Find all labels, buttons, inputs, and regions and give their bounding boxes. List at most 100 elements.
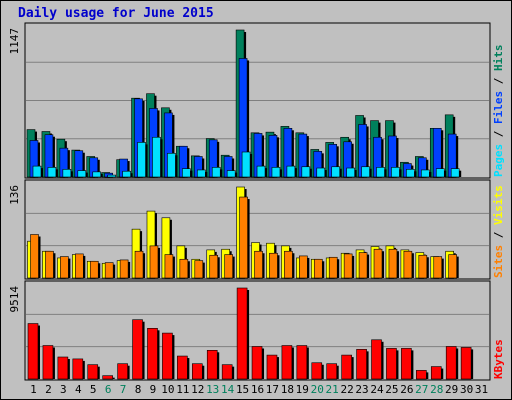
sites-bar (284, 250, 293, 279)
sites-bar (209, 254, 219, 279)
sites-bar (343, 253, 353, 279)
sites-bar (149, 245, 159, 279)
pages-bar (241, 151, 251, 178)
sites-bar (89, 260, 99, 279)
x-tick-label: 6 (105, 383, 112, 396)
x-tick-label: 5 (90, 383, 97, 396)
x-tick-label: 1 (30, 383, 37, 396)
x-tick-label: 8 (135, 383, 142, 396)
legend-entry: / (492, 124, 505, 144)
pages-bar (92, 171, 102, 178)
pages-bar (391, 167, 400, 178)
kbytes-bar (445, 346, 457, 380)
pages-bar (137, 142, 146, 178)
kbytes-bar (356, 349, 367, 380)
pages-bar (316, 167, 326, 178)
kbytes-bar (326, 363, 338, 380)
pages-bar (211, 167, 221, 178)
kbytes-bar (177, 355, 188, 380)
x-tick-label: 24 (370, 383, 384, 396)
pages-bar (167, 152, 176, 178)
pages-bar (107, 174, 116, 178)
x-tick-label: 15 (236, 383, 249, 396)
sites-bar (119, 259, 129, 279)
x-tick-label: 4 (75, 383, 82, 396)
sites-bar (45, 250, 54, 279)
pages-bar (226, 170, 236, 178)
kbytes-bar (102, 375, 113, 380)
kbytes-bar (117, 363, 128, 380)
y-max-label: 136 (8, 185, 21, 205)
x-tick-label: 26 (400, 383, 413, 396)
kbytes-bar (371, 339, 382, 380)
x-tick-label: 31 (475, 383, 488, 396)
sites-bar (328, 256, 338, 279)
sites-bar (358, 252, 368, 279)
x-tick-label: 12 (191, 383, 204, 396)
sites-bar (224, 254, 233, 279)
sites-bar (269, 252, 278, 279)
legend-entry: KBytes (492, 339, 505, 379)
pages-bar (286, 165, 296, 178)
y-max-label: 1147 (8, 28, 21, 55)
kbytes-bar (57, 356, 69, 380)
pages-bar (152, 136, 161, 178)
sites-bar (313, 258, 323, 279)
legend: Pages / Files / Hits (492, 45, 505, 178)
x-tick-label: 21 (326, 383, 339, 396)
pages-bar (182, 168, 191, 178)
kbytes-bar (206, 350, 218, 380)
x-tick-label: 28 (430, 383, 443, 396)
y-max-label: 9514 (8, 286, 21, 313)
x-tick-label: 2 (45, 383, 52, 396)
pages-bar (122, 170, 131, 178)
x-tick-label: 30 (460, 383, 473, 396)
kbytes-bar (251, 346, 263, 380)
legend-entry: Hits (492, 45, 505, 72)
x-tick-label: 23 (355, 383, 368, 396)
kbytes-bar (132, 319, 143, 380)
sites-bar (433, 256, 443, 279)
pages-bar (346, 167, 355, 178)
x-tick-label: 16 (251, 383, 264, 396)
sites-bar (388, 248, 398, 279)
x-tick-label: 29 (445, 383, 458, 396)
sites-bar (75, 253, 84, 279)
kbytes-bar (266, 354, 278, 380)
kbytes-bar (221, 364, 233, 380)
pages-bar (435, 168, 445, 178)
x-tick-label: 9 (150, 383, 157, 396)
pages-bar (196, 169, 206, 178)
pages-bar (301, 166, 311, 178)
kbytes-bar (311, 362, 323, 380)
legend-entry: Visits (492, 185, 505, 225)
kbytes-bar (416, 370, 427, 380)
kbytes-bar (236, 287, 248, 380)
sites-bar (164, 254, 174, 279)
x-tick-label: 11 (176, 383, 189, 396)
x-tick-label: 27 (415, 383, 428, 396)
legend: Sites / Visits (492, 185, 505, 278)
kbytes-bar (162, 332, 173, 380)
sites-bar (418, 254, 428, 279)
x-tick-label: 22 (340, 383, 353, 396)
pages-bar (421, 169, 430, 178)
x-tick-label: 10 (161, 383, 174, 396)
kbytes-bar (386, 348, 397, 380)
x-tick-label: 13 (206, 383, 219, 396)
pages-bar (331, 166, 341, 178)
kbytes-bar (401, 348, 412, 380)
pages-bar (271, 167, 281, 178)
sites-bar (194, 260, 204, 279)
sites-bar (448, 254, 457, 279)
sites-bar (60, 256, 69, 279)
sites-bar (403, 250, 413, 279)
legend-entry: / (492, 71, 505, 91)
kbytes-bar (72, 358, 84, 380)
kbytes-bar (460, 347, 472, 380)
x-tick-label: 14 (221, 383, 235, 396)
pages-bar (406, 169, 415, 178)
kbytes-bar (296, 345, 308, 380)
kbytes-bar (341, 354, 352, 380)
